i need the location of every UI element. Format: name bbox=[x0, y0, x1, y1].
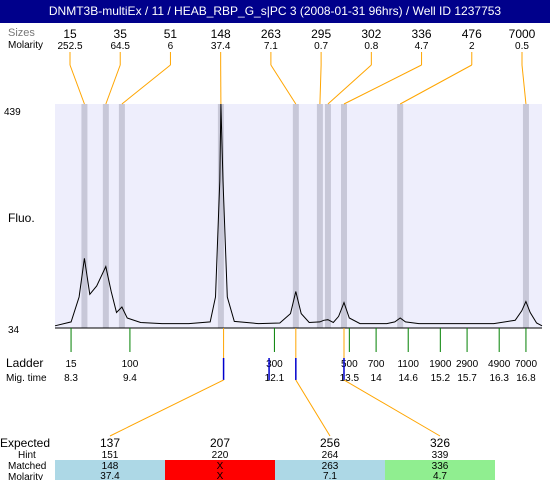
peak-molarity-label: 252.5 bbox=[57, 41, 82, 52]
peak-band bbox=[217, 104, 224, 328]
ladder-time-label: 16.3 bbox=[489, 373, 509, 384]
peak-molarity-label: 7.1 bbox=[264, 41, 278, 52]
peak-size-label: 7000 bbox=[509, 27, 536, 41]
y-min-label: 34 bbox=[8, 325, 20, 336]
y-max-label: 439 bbox=[4, 107, 21, 118]
expected-connector-lower bbox=[295, 379, 331, 437]
peak-size-label: 35 bbox=[114, 27, 128, 41]
matched-molarity-label: 7.1 bbox=[323, 471, 337, 480]
peak-size-label: 15 bbox=[63, 27, 77, 41]
ladder-size-label: 100 bbox=[122, 359, 139, 370]
match-status-cell bbox=[275, 460, 385, 480]
ladder-time-label: 14 bbox=[371, 373, 383, 384]
peak-band bbox=[292, 104, 299, 328]
peak-molarity-label: 0.8 bbox=[364, 41, 378, 52]
ladder-size-label: 2900 bbox=[456, 359, 479, 370]
matched-size-label: 336 bbox=[432, 461, 449, 472]
peak-molarity-label: 64.5 bbox=[110, 41, 130, 52]
ladder-time-label: 15.2 bbox=[431, 373, 451, 384]
peak-band bbox=[324, 104, 331, 328]
ladder-time-label: 8.3 bbox=[64, 373, 78, 384]
peak-size-label: 476 bbox=[462, 27, 482, 41]
peak-size-label: 148 bbox=[211, 27, 231, 41]
peak-connector-line bbox=[270, 64, 297, 105]
match-status-cell bbox=[385, 460, 495, 480]
hint-size-label: 339 bbox=[432, 450, 449, 461]
hint-row-label: Hint bbox=[18, 450, 36, 461]
expected-connector-lower bbox=[343, 379, 441, 437]
peak-band bbox=[118, 104, 125, 328]
matched-molarity-label: 37.4 bbox=[100, 471, 120, 480]
peak-size-label: 51 bbox=[164, 27, 178, 41]
molarity-bottom-row-label: Molarity bbox=[8, 472, 43, 480]
ladder-size-label: 1900 bbox=[429, 359, 452, 370]
ladder-row-label: Ladder bbox=[6, 356, 43, 370]
expected-connector-lower bbox=[109, 379, 224, 437]
ladder-time-label: 9.4 bbox=[123, 373, 137, 384]
peak-band bbox=[316, 104, 323, 328]
peak-connector-line bbox=[69, 64, 85, 105]
matched-row-label: Matched bbox=[8, 461, 46, 472]
hint-size-label: 151 bbox=[102, 450, 119, 461]
ladder-size-label: 1100 bbox=[397, 359, 419, 370]
ladder-time-label: 12.1 bbox=[265, 373, 285, 384]
expected-size-label: 256 bbox=[320, 436, 340, 450]
ladder-time-label: 16.8 bbox=[516, 373, 536, 384]
peak-connector-line bbox=[521, 64, 527, 105]
expected-row-label: Expected bbox=[0, 436, 50, 450]
peak-size-label: 295 bbox=[311, 27, 331, 41]
hint-size-label: 264 bbox=[322, 450, 339, 461]
peak-molarity-label: 0.5 bbox=[515, 41, 529, 52]
peak-connector-line bbox=[327, 64, 372, 105]
ladder-time-label: 15.7 bbox=[457, 373, 477, 384]
chart-title: DNMT3B-multiEx / 11 / HEAB_RBP_G_s|PC 3 … bbox=[0, 0, 550, 23]
ladder-size-label: 700 bbox=[368, 359, 385, 370]
peak-connector-line bbox=[121, 64, 171, 105]
matched-molarity-label: 4.7 bbox=[433, 471, 447, 480]
ladder-size-label: 300 bbox=[266, 359, 283, 370]
matched-size-label: X bbox=[217, 461, 224, 472]
peak-band bbox=[340, 104, 347, 328]
electropherogram-chart: Sizes Molarity 439 34 Fluo. Ladder Mig. … bbox=[0, 27, 543, 480]
peak-connector-line bbox=[399, 64, 473, 105]
molarity-row-label: Molarity bbox=[8, 40, 43, 51]
y-axis-label: Fluo. bbox=[8, 211, 35, 225]
peak-band bbox=[522, 104, 529, 328]
peak-connector-line bbox=[319, 64, 322, 105]
ladder-time-label: 14.6 bbox=[398, 373, 418, 384]
expected-size-label: 326 bbox=[430, 436, 450, 450]
sizes-row-label: Sizes bbox=[8, 27, 35, 39]
peak-molarity-label: 37.4 bbox=[211, 41, 231, 52]
peak-connector-line bbox=[105, 64, 121, 105]
matched-size-label: 148 bbox=[102, 461, 119, 472]
ladder-time-label: 13.5 bbox=[340, 373, 360, 384]
expected-size-label: 137 bbox=[100, 436, 120, 450]
peak-connector-line bbox=[343, 64, 422, 105]
peak-size-label: 336 bbox=[412, 27, 432, 41]
ladder-size-label: 500 bbox=[341, 359, 358, 370]
match-status-cell bbox=[165, 460, 275, 480]
matched-molarity-label: X bbox=[217, 471, 224, 480]
hint-size-label: 220 bbox=[212, 450, 229, 461]
peak-molarity-label: 4.7 bbox=[415, 41, 429, 52]
ladder-size-label: 15 bbox=[65, 359, 77, 370]
expected-size-label: 207 bbox=[210, 436, 230, 450]
peak-size-label: 263 bbox=[261, 27, 281, 41]
peak-band bbox=[102, 104, 109, 328]
ladder-size-label: 7000 bbox=[515, 359, 538, 370]
peak-size-label: 302 bbox=[361, 27, 381, 41]
matched-size-label: 263 bbox=[322, 461, 339, 472]
peak-molarity-label: 0.7 bbox=[314, 41, 328, 52]
fluorescence-trace bbox=[54, 103, 543, 327]
peak-band bbox=[81, 104, 88, 328]
peak-molarity-label: 2 bbox=[469, 41, 475, 52]
peak-band bbox=[397, 104, 404, 328]
peak-molarity-label: 6 bbox=[168, 41, 174, 52]
ladder-size-label: 4900 bbox=[488, 359, 511, 370]
match-status-cell bbox=[55, 460, 165, 480]
mig-time-row-label: Mig. time bbox=[6, 373, 47, 384]
